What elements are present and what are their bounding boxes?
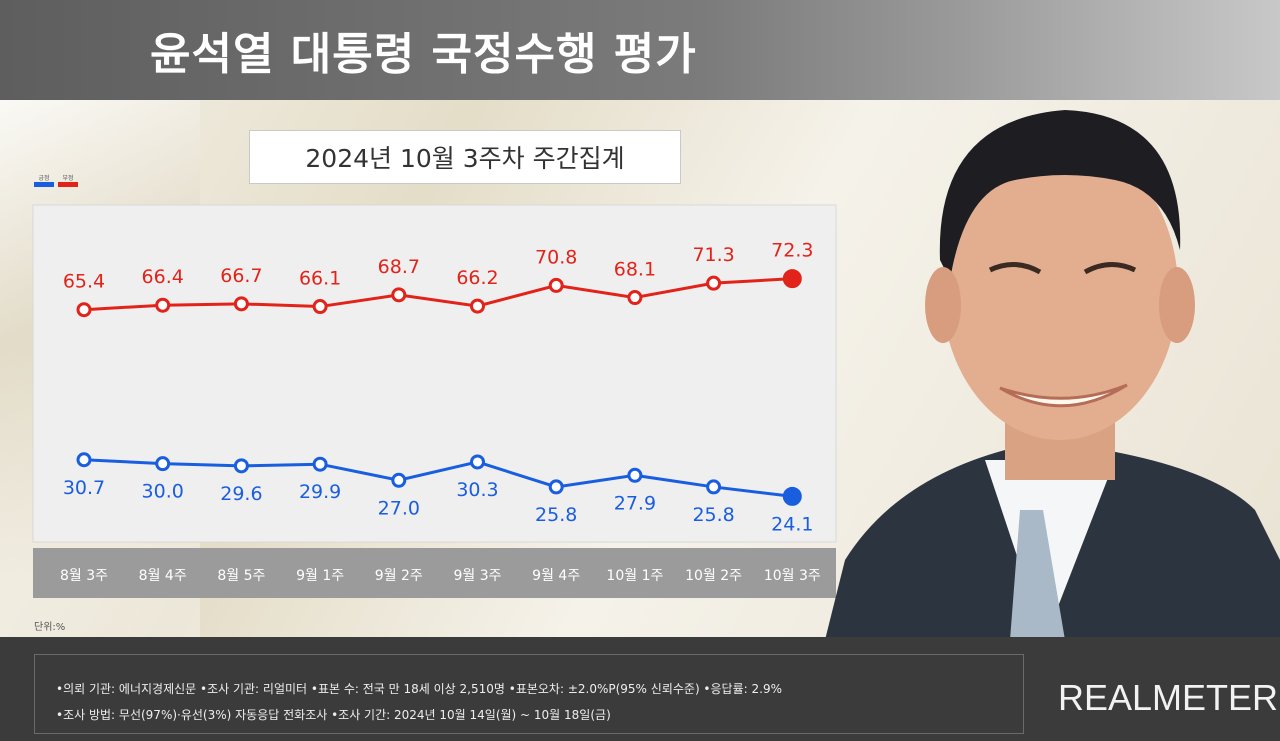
x-tick-label: 9월 2주: [375, 568, 423, 584]
data-label: 71.3: [692, 244, 734, 266]
data-label: 66.1: [299, 268, 341, 290]
unit-label: 단위:%: [34, 622, 66, 633]
legend-swatch-negative: [58, 182, 78, 187]
x-tick-label: 10월 1주: [606, 568, 663, 584]
data-point: [470, 298, 485, 314]
data-point: [391, 287, 407, 303]
data-point: [76, 452, 92, 468]
data-label: 30.0: [142, 481, 184, 503]
data-point: [155, 297, 171, 313]
page-title: 윤석열 대통령 국정수행 평가: [150, 29, 697, 80]
series-line-positive: [83, 458, 793, 498]
series-line-negative: [83, 277, 793, 312]
x-tick-label: 8월 3주: [60, 568, 108, 584]
data-point: [312, 299, 328, 315]
data-point: [706, 479, 722, 495]
data-point: [391, 472, 407, 488]
data-point: [627, 290, 643, 306]
category-axis-strip: [33, 548, 836, 598]
legend-label-negative: 부정: [62, 175, 74, 182]
x-tick-label: 8월 4주: [139, 568, 187, 584]
survey-note-2: •조사 방법: 무선(97%)·유선(3%) 자동응답 전화조사 •조사 기간:…: [56, 708, 611, 722]
x-tick-label: 9월 4주: [532, 568, 580, 584]
x-tick-label: 10월 3주: [764, 568, 821, 584]
data-label: 66.4: [142, 266, 184, 288]
data-label: 66.2: [456, 267, 498, 289]
data-point: [233, 458, 249, 474]
legend-item-negative: 부정: [58, 175, 78, 187]
data-label: 72.3: [771, 240, 813, 262]
x-tick-label: 9월 1주: [296, 568, 344, 584]
data-label: 70.8: [535, 246, 577, 268]
chart-legend: 긍정 부정: [34, 175, 78, 187]
x-tick-label: 9월 3주: [453, 568, 501, 584]
data-label: 68.7: [378, 256, 420, 278]
portrait-photo: [825, 110, 1280, 640]
data-label: 29.9: [299, 481, 341, 503]
legend-swatch-positive: [34, 182, 54, 187]
data-label: 27.9: [614, 492, 656, 514]
data-label: 68.1: [614, 259, 656, 281]
data-point: [76, 302, 92, 318]
data-point: [548, 277, 564, 293]
data-label: 29.6: [220, 483, 262, 505]
data-point: [312, 456, 328, 472]
footer-notes-box: [34, 654, 1024, 734]
data-label: 30.7: [63, 477, 105, 499]
data-point: [548, 479, 564, 495]
data-point: [706, 275, 722, 291]
data-point: [627, 467, 643, 483]
data-point: [155, 456, 171, 472]
header-bar: 윤석열 대통령 국정수행 평가: [0, 0, 1280, 100]
data-point: [782, 486, 802, 506]
chart-subtitle: 2024년 10월 3주차 주간집계: [249, 130, 681, 184]
data-label: 30.3: [456, 479, 498, 501]
data-label: 24.1: [771, 513, 813, 535]
data-point: [233, 296, 249, 312]
data-label: 66.7: [220, 265, 262, 287]
data-label: 25.8: [692, 504, 734, 526]
legend-label-positive: 긍정: [38, 175, 50, 182]
data-point: [782, 269, 802, 289]
legend-item-positive: 긍정: [34, 175, 54, 187]
brand-logo: REALMETER: [1058, 677, 1279, 718]
data-label: 25.8: [535, 504, 577, 526]
data-label: 65.4: [63, 271, 105, 293]
x-tick-label: 10월 2주: [685, 568, 742, 584]
data-label: 27.0: [378, 497, 420, 519]
data-point: [470, 454, 485, 470]
survey-note-1: •의뢰 기관: 에너지경제신문 •조사 기관: 리얼미터 •표본 수: 전국 만…: [56, 682, 782, 696]
x-tick-label: 8월 5주: [217, 568, 265, 584]
